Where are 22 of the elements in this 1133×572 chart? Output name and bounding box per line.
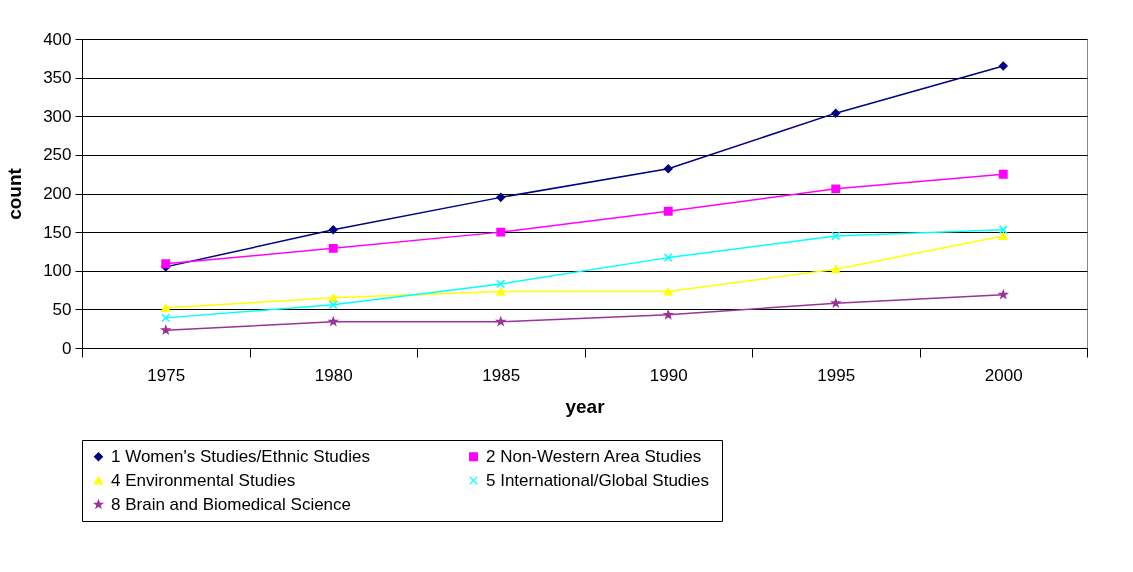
legend-label: 8 Brain and Biomedical Science <box>111 494 352 514</box>
x-tick-label: 1990 <box>649 365 688 385</box>
y-tick-label: 50 <box>52 299 72 319</box>
x-tick-label: 2000 <box>984 365 1023 385</box>
legend-label: 1 Women's Studies/Ethnic Studies <box>111 446 371 466</box>
y-tick-label: 200 <box>43 184 72 203</box>
y-tick-label: 250 <box>43 145 72 165</box>
y-axis-title: count <box>4 167 26 220</box>
y-tick-label: 400 <box>43 29 72 49</box>
legend-label: 2 Non-Western Area Studies <box>486 446 702 466</box>
y-tick-label: 350 <box>43 68 72 88</box>
y-tick-label: 100 <box>43 261 72 281</box>
y-tick-label: 300 <box>43 106 72 126</box>
y-tick-label: 0 <box>62 338 72 358</box>
legend-label: 4 Environmental Studies <box>111 470 296 490</box>
x-axis-title: year <box>565 395 606 417</box>
x-tick-label: 1980 <box>314 365 353 385</box>
x-tick-label: 1975 <box>147 365 186 385</box>
x-tick-label: 1985 <box>482 365 521 385</box>
legend-label: 5 International/Global Studies <box>486 470 710 490</box>
x-tick-label: 1995 <box>817 365 856 385</box>
y-tick-label: 150 <box>43 222 72 242</box>
